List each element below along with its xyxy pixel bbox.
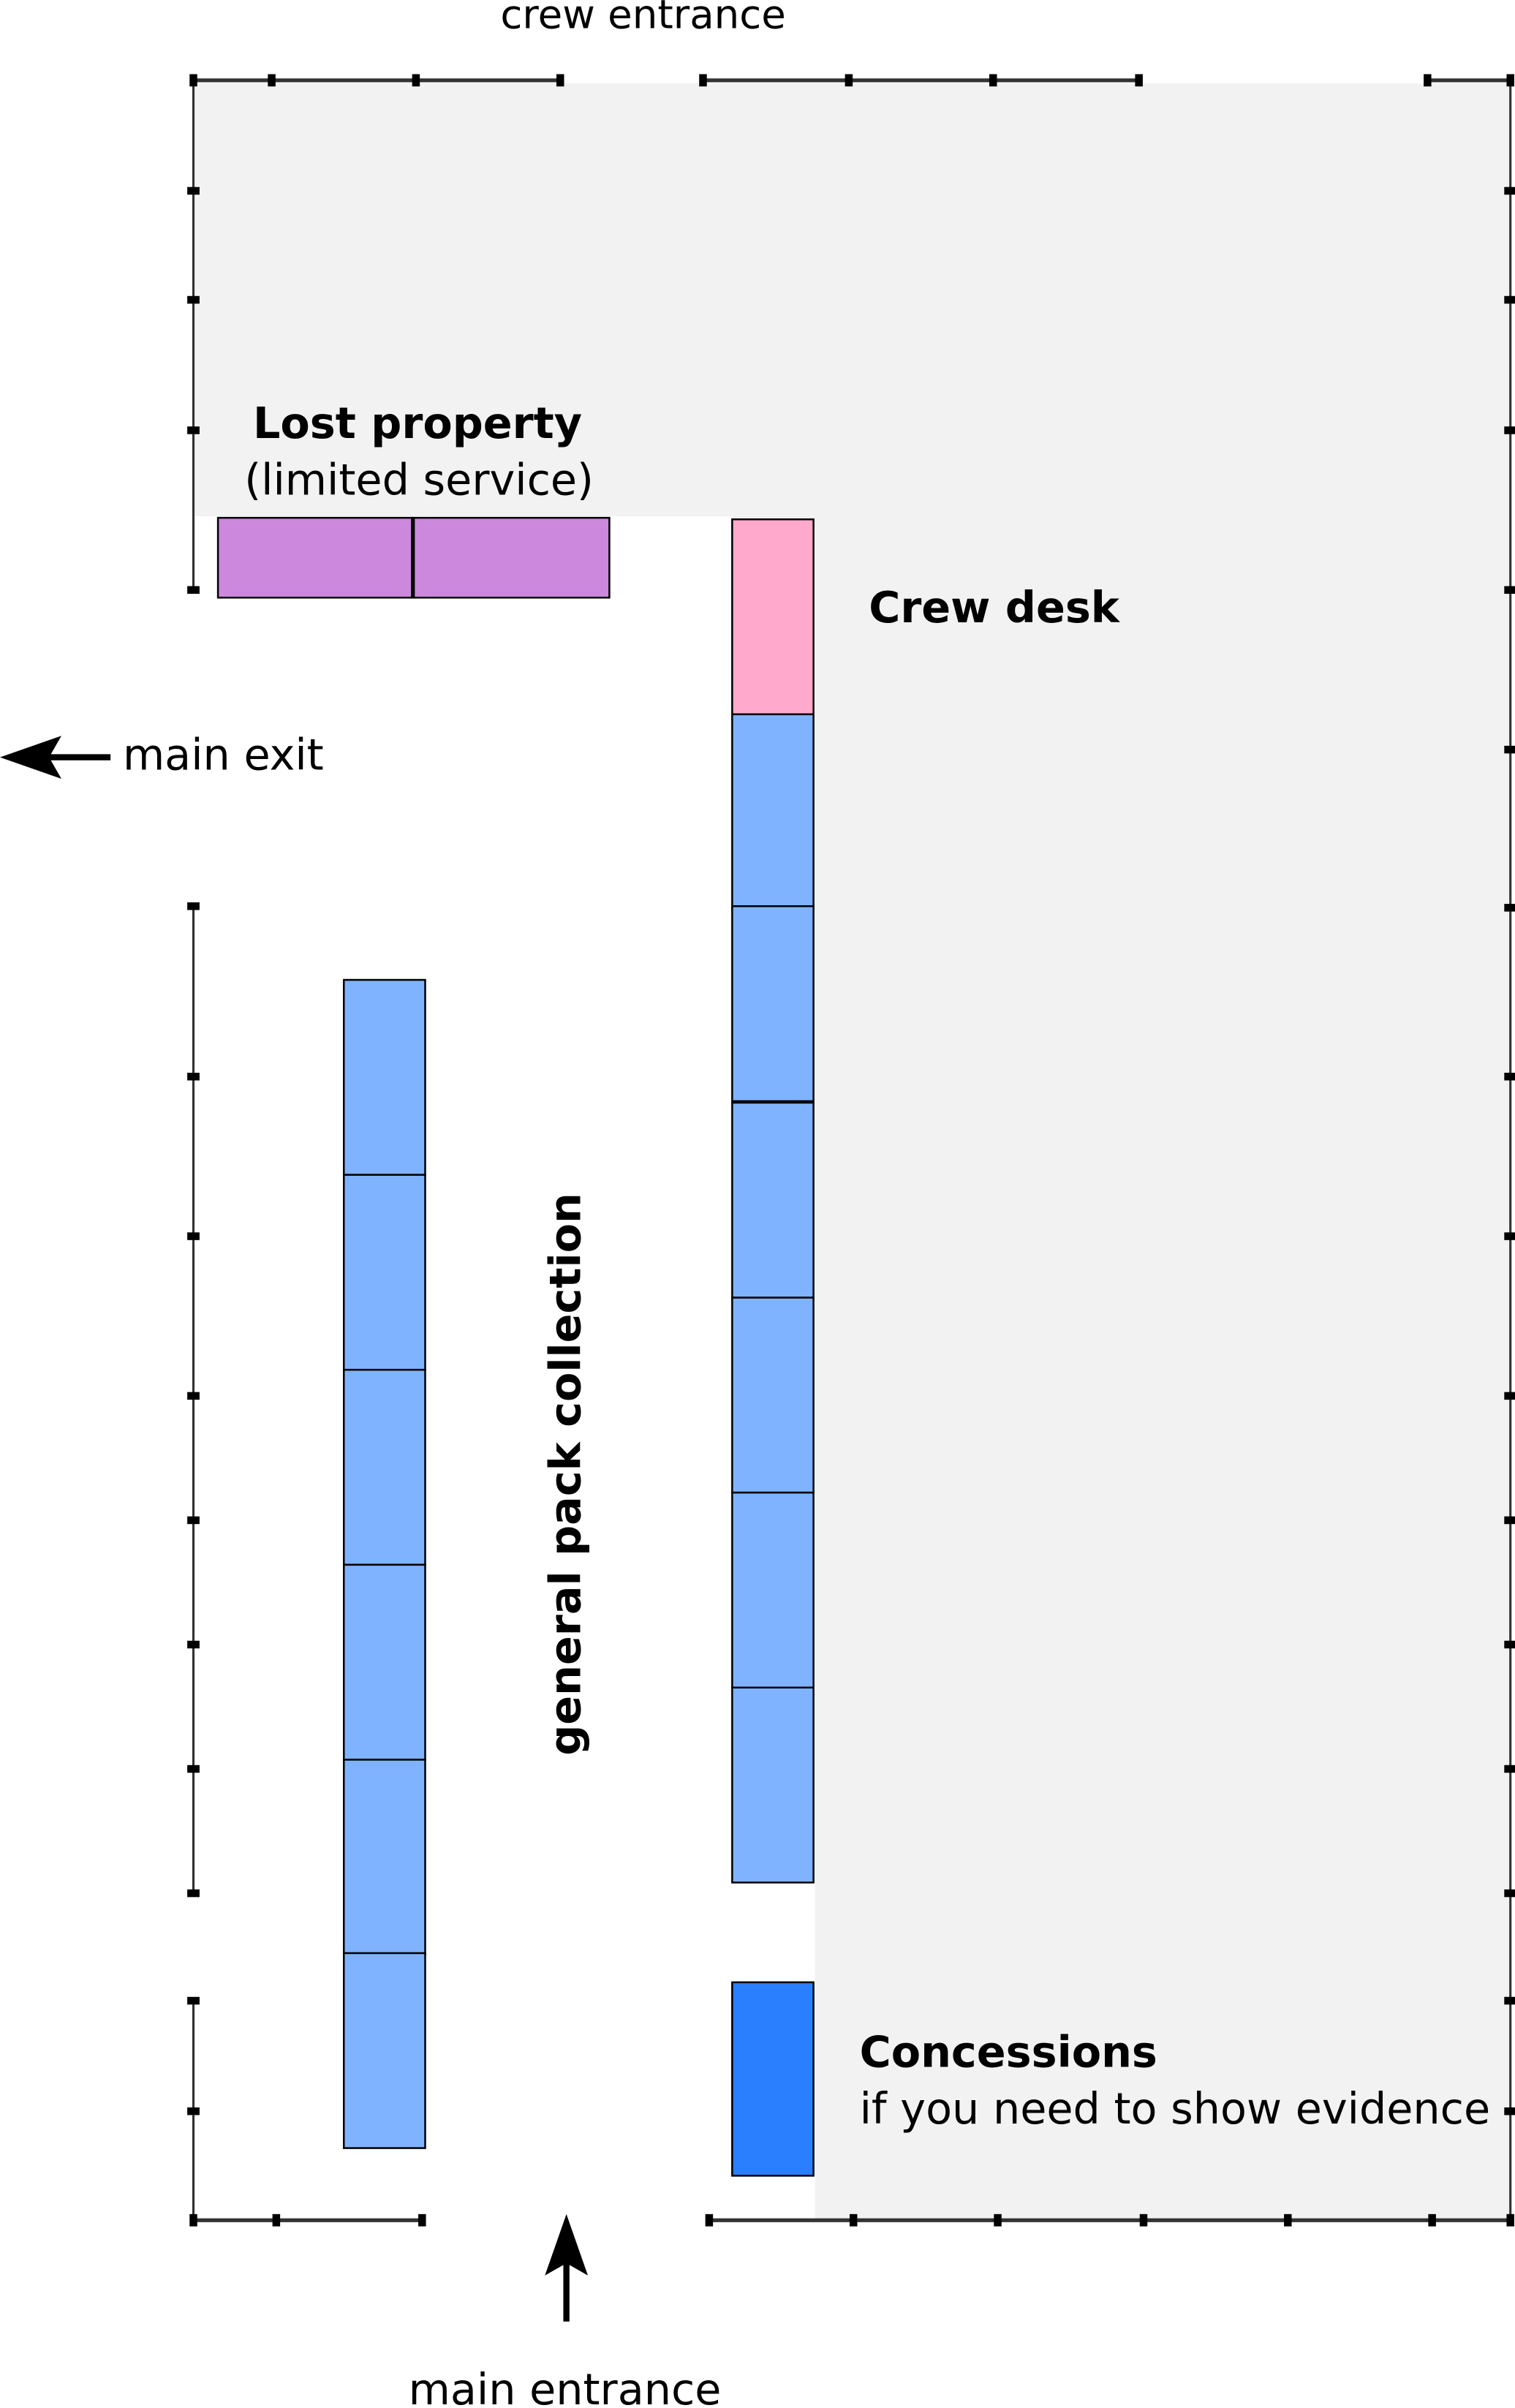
crew-area <box>193 83 1511 2221</box>
wall-post <box>845 74 853 87</box>
pack-collection-slot <box>342 1563 426 1761</box>
wall-post <box>189 2213 197 2227</box>
wall-post <box>187 1889 200 1898</box>
pack-collection-slot <box>342 1368 426 1566</box>
lost-property-note: (limited service) <box>244 455 594 505</box>
wall-post <box>268 74 276 87</box>
wall-post <box>187 2107 200 2116</box>
pack-collection-slot <box>731 1491 815 1689</box>
wall-post <box>1504 1996 1515 2005</box>
wall-post <box>189 74 197 87</box>
wall-post <box>187 1073 200 1081</box>
wall-post <box>1504 186 1515 195</box>
wall-post <box>1506 74 1514 87</box>
arrow-left-icon <box>0 736 111 779</box>
pack-collection-slot <box>342 1952 426 2149</box>
wall-post <box>187 1516 200 1525</box>
wall-post <box>1506 2213 1514 2227</box>
pack-collection-slot <box>342 978 426 1176</box>
wall-post <box>1504 1232 1515 1240</box>
wall-post <box>1504 1640 1515 1649</box>
concessions-note: if you need to show evidence <box>860 2083 1491 2134</box>
wall-post <box>1504 586 1515 595</box>
lost-property-title: Lost property <box>253 398 582 448</box>
wall-post <box>187 186 200 195</box>
wall-post <box>705 2213 714 2227</box>
lost-property-counter <box>216 516 414 599</box>
wall-post <box>1504 1392 1515 1400</box>
general-pack-collection-label: general pack collection <box>540 1193 591 1756</box>
pack-collection-slot <box>731 1101 815 1299</box>
crew-desk-counter <box>731 518 815 716</box>
concessions-title: Concessions <box>860 2026 1157 2077</box>
main-entrance-label: main entrance <box>409 2364 722 2408</box>
wall-post <box>412 74 420 87</box>
pack-collection-slot <box>342 1759 426 1956</box>
pack-collection-slot <box>731 1686 815 1884</box>
wall-post <box>1504 1073 1515 1081</box>
main-exit-label: main exit <box>123 729 324 780</box>
crew-desk-label: Crew desk <box>869 582 1121 633</box>
pack-collection-slot <box>731 1297 815 1494</box>
wall-post <box>1504 904 1515 912</box>
wall-post <box>418 2213 426 2227</box>
wall-post <box>1504 1516 1515 1525</box>
wall-post <box>1504 2107 1515 2116</box>
wall-post <box>1504 1889 1515 1898</box>
wall-post <box>1284 2213 1292 2227</box>
wall-post <box>1428 2213 1436 2227</box>
wall-post <box>187 586 200 595</box>
pack-collection-slot <box>731 713 815 910</box>
wall-post <box>187 1765 200 1773</box>
wall-posts <box>187 74 1515 2227</box>
wall-post <box>1504 426 1515 434</box>
wall-post <box>187 1996 200 2005</box>
pack-collection-slot <box>342 1174 426 1371</box>
wall-post <box>187 426 200 434</box>
concessions-counter <box>731 1981 815 2177</box>
wall-post <box>187 1392 200 1400</box>
wall-post <box>1504 745 1515 754</box>
wall-post <box>1135 74 1143 87</box>
wall-post <box>1424 74 1432 87</box>
wall-post <box>187 295 200 304</box>
crew-entrance-label: crew entrance <box>500 0 785 37</box>
wall-post <box>556 74 564 87</box>
wall-post <box>989 74 997 87</box>
arrow-up-icon <box>545 2213 589 2322</box>
wall-post <box>699 74 707 87</box>
wall-post <box>272 2213 281 2227</box>
wall-post <box>1504 295 1515 304</box>
pack-collection-slot <box>731 905 815 1103</box>
wall-post <box>187 902 200 910</box>
wall-post <box>1139 2213 1148 2227</box>
wall-post <box>187 1232 200 1240</box>
wall-post <box>187 1640 200 1649</box>
wall-post <box>1504 1765 1515 1773</box>
lost-property-counter <box>412 516 611 599</box>
wall-post <box>994 2213 1002 2227</box>
wall-post <box>849 2213 858 2227</box>
